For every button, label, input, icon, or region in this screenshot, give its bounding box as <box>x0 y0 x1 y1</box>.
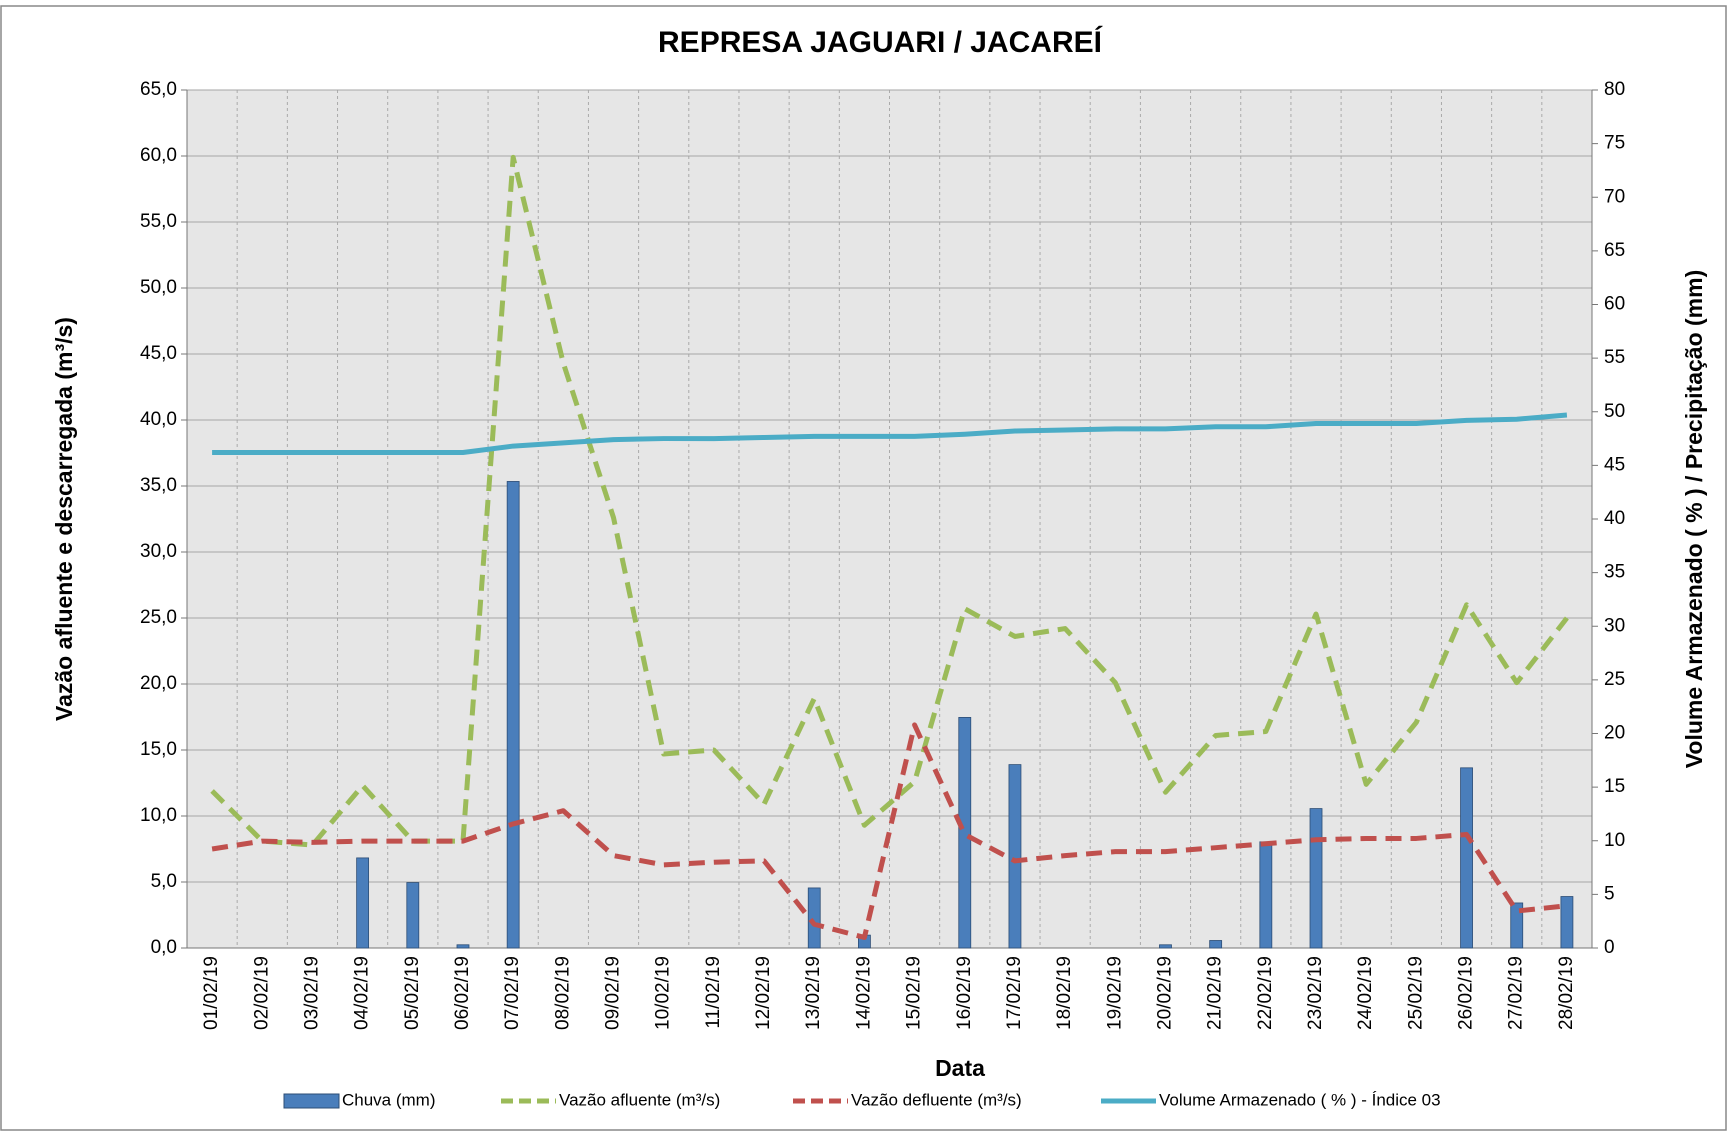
x-tick-label: 03/02/19 <box>301 956 322 1030</box>
y-axis-title: Vazão afluente e descarregada (m³/s) <box>51 317 77 721</box>
x-tick-label: 14/02/19 <box>853 956 874 1030</box>
legend-label: Vazão defluente (m³/s) <box>851 1090 1022 1109</box>
bar <box>356 857 370 949</box>
y-tick-label: 20,0 <box>140 673 177 694</box>
y-tick-label: 0,0 <box>151 937 177 958</box>
x-tick-label: 25/02/19 <box>1405 956 1426 1030</box>
y2-axis-title: Volume Armazenado ( % ) / Precipitação (… <box>1681 270 1707 768</box>
y-tick-label: 10,0 <box>140 805 177 826</box>
y2-tick-label: 30 <box>1604 615 1625 636</box>
x-tick-label: 19/02/19 <box>1104 956 1125 1030</box>
line <box>212 412 1568 456</box>
y2-tick-label: 5 <box>1604 883 1615 904</box>
legend-label: Vazão afluente (m³/s) <box>559 1090 720 1109</box>
x-tick-label: 04/02/19 <box>352 956 373 1030</box>
bar <box>1209 940 1223 949</box>
y-tick-label: 40,0 <box>140 409 177 430</box>
bar <box>506 481 520 949</box>
bar <box>1510 902 1524 949</box>
x-tick-label: 26/02/19 <box>1456 956 1477 1030</box>
x-tick-label: 02/02/19 <box>251 956 272 1030</box>
line <box>210 154 1569 848</box>
y-tick-label: 15,0 <box>140 739 177 760</box>
x-tick-label: 11/02/19 <box>703 956 724 1029</box>
x-tick-label: 27/02/19 <box>1506 956 1527 1030</box>
x-tick-label: 10/02/19 <box>653 956 674 1030</box>
x-tick-label: 09/02/19 <box>603 956 624 1030</box>
y-tick-label: 55,0 <box>140 211 177 232</box>
y-tick-label: 30,0 <box>140 541 177 562</box>
bar <box>1460 767 1473 949</box>
x-tick-label: 21/02/19 <box>1205 956 1226 1030</box>
x-tick-label: 05/02/19 <box>402 956 423 1030</box>
y2-tick-label: 0 <box>1604 937 1615 958</box>
x-tick-label: 15/02/19 <box>904 956 925 1030</box>
y-tick-label: 25,0 <box>140 607 177 628</box>
bar <box>1560 896 1574 949</box>
bar <box>807 887 821 949</box>
x-tick-label: 16/02/19 <box>954 956 975 1030</box>
x-tick-label: 28/02/19 <box>1556 956 1577 1030</box>
legend-label: Volume Armazenado ( % ) - Índice 03 <box>1159 1090 1441 1109</box>
chart-title: REPRESA JAGUARI / JACAREÍ <box>658 25 1103 59</box>
y2-tick-label: 50 <box>1604 401 1625 422</box>
y2-tick-label: 10 <box>1604 830 1625 851</box>
x-tick-label: 08/02/19 <box>552 956 573 1030</box>
x-tick-label: 06/02/19 <box>452 956 473 1030</box>
y-tick-label: 50,0 <box>140 277 177 298</box>
y2-tick-label: 65 <box>1604 240 1625 261</box>
y-tick-label: 65,0 <box>140 79 177 100</box>
x-tick-label: 01/02/19 <box>201 956 222 1030</box>
x-tick-label: 18/02/19 <box>1054 956 1075 1030</box>
x-tick-label: 23/02/19 <box>1305 956 1326 1030</box>
bar <box>1159 944 1172 949</box>
y2-tick-label: 15 <box>1604 776 1625 797</box>
legend-swatch <box>283 1093 340 1109</box>
y2-tick-label: 75 <box>1604 133 1625 154</box>
x-axis-title: Data <box>935 1055 985 1081</box>
bar <box>1259 841 1273 949</box>
x-tick-label: 20/02/19 <box>1154 956 1175 1030</box>
x-tick-label: 13/02/19 <box>803 956 824 1030</box>
y2-tick-label: 45 <box>1604 454 1625 475</box>
y2-tick-label: 25 <box>1604 669 1625 690</box>
y2-tick-label: 35 <box>1604 562 1625 583</box>
bar <box>1309 808 1323 949</box>
bar <box>456 944 470 949</box>
x-tick-label: 24/02/19 <box>1355 956 1376 1030</box>
y2-tick-label: 80 <box>1604 79 1625 100</box>
y2-tick-label: 60 <box>1604 294 1625 315</box>
bar <box>1008 764 1022 949</box>
y2-tick-label: 40 <box>1604 508 1625 529</box>
x-tick-label: 07/02/19 <box>502 956 523 1030</box>
y-tick-label: 45,0 <box>140 343 177 364</box>
x-tick-label: 12/02/19 <box>753 956 774 1030</box>
y2-tick-label: 20 <box>1604 723 1625 744</box>
y-tick-label: 5,0 <box>151 871 177 892</box>
line <box>211 722 1568 940</box>
y-tick-label: 60,0 <box>140 145 177 166</box>
legend-label: Chuva (mm) <box>342 1090 436 1109</box>
x-tick-label: 17/02/19 <box>1004 956 1025 1030</box>
x-tick-label: 22/02/19 <box>1255 956 1276 1030</box>
y2-tick-label: 55 <box>1604 347 1625 368</box>
y-tick-label: 35,0 <box>140 475 177 496</box>
y2-tick-label: 70 <box>1604 186 1625 207</box>
bar <box>406 882 420 949</box>
bar <box>958 717 972 949</box>
